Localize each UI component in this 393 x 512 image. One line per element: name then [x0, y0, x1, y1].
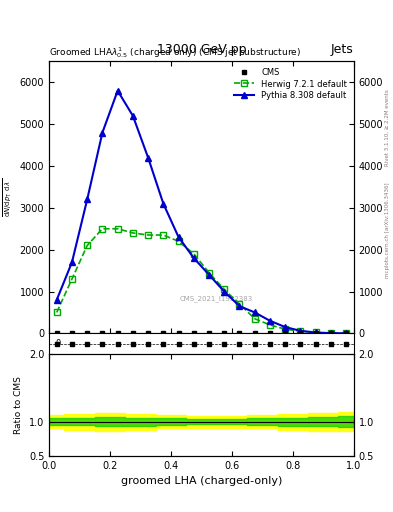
Pythia 8.308 default [176, 234, 181, 240]
Pythia 8.308 default [344, 330, 349, 336]
Herwig 7.2.1 default [313, 329, 318, 335]
Herwig 7.2.1 default [268, 322, 272, 328]
CMS [283, 330, 288, 336]
CMS [161, 330, 166, 336]
Pythia 8.308 default [298, 328, 303, 334]
Herwig 7.2.1 default [207, 270, 211, 276]
Herwig 7.2.1 default [252, 315, 257, 322]
Pythia 8.308 default [252, 309, 257, 315]
CMS [268, 330, 272, 336]
Herwig 7.2.1 default [298, 328, 303, 334]
CMS [252, 330, 257, 336]
Pythia 8.308 default [329, 330, 333, 336]
Herwig 7.2.1 default [176, 238, 181, 244]
Pythia 8.308 default [54, 297, 59, 303]
Herwig 7.2.1 default [115, 226, 120, 232]
Herwig 7.2.1 default [191, 251, 196, 257]
Pythia 8.308 default [146, 155, 151, 161]
Herwig 7.2.1 default [130, 230, 135, 236]
Text: Rivet 3.1.10, ≥ 2.2M events: Rivet 3.1.10, ≥ 2.2M events [385, 90, 390, 166]
Y-axis label: Ratio to CMS: Ratio to CMS [14, 376, 23, 434]
Legend: CMS, Herwig 7.2.1 default, Pythia 8.308 default: CMS, Herwig 7.2.1 default, Pythia 8.308 … [231, 66, 349, 102]
Line: CMS: CMS [55, 331, 348, 335]
Text: CMS_2021_I1932383: CMS_2021_I1932383 [180, 296, 253, 303]
Text: 0: 0 [55, 339, 61, 348]
Pythia 8.308 default [283, 324, 288, 330]
Herwig 7.2.1 default [344, 330, 349, 336]
Pythia 8.308 default [268, 318, 272, 324]
Pythia 8.308 default [115, 88, 120, 94]
Text: Jets: Jets [331, 43, 354, 56]
CMS [191, 330, 196, 336]
CMS [237, 330, 242, 336]
Herwig 7.2.1 default [54, 309, 59, 315]
Text: mcplots.cern.ch [arXiv:1306.3436]: mcplots.cern.ch [arXiv:1306.3436] [385, 183, 390, 278]
Herwig 7.2.1 default [222, 286, 227, 292]
CMS [115, 330, 120, 336]
CMS [298, 330, 303, 336]
Herwig 7.2.1 default [329, 330, 333, 336]
X-axis label: groomed LHA (charged-only): groomed LHA (charged-only) [121, 476, 282, 486]
CMS [100, 330, 105, 336]
CMS [130, 330, 135, 336]
CMS [85, 330, 90, 336]
Text: Groomed LHA$\lambda^{1}_{0.5}$ (charged only) (CMS jet substructure): Groomed LHA$\lambda^{1}_{0.5}$ (charged … [49, 46, 301, 60]
CMS [313, 330, 318, 336]
Pythia 8.308 default [313, 329, 318, 335]
Herwig 7.2.1 default [161, 232, 166, 238]
Pythia 8.308 default [85, 197, 90, 203]
Pythia 8.308 default [100, 130, 105, 136]
CMS [207, 330, 211, 336]
Herwig 7.2.1 default [85, 242, 90, 248]
Line: Pythia 8.308 default: Pythia 8.308 default [53, 87, 349, 337]
CMS [329, 330, 333, 336]
CMS [176, 330, 181, 336]
Y-axis label: $\frac{1}{\mathrm{d}N/\mathrm{d}p_\mathrm{T}}\frac{\mathrm{d}^2 N}{\mathrm{d}\la: $\frac{1}{\mathrm{d}N/\mathrm{d}p_\mathr… [0, 178, 14, 217]
CMS [146, 330, 151, 336]
Pythia 8.308 default [222, 288, 227, 294]
CMS [54, 330, 59, 336]
Pythia 8.308 default [207, 272, 211, 278]
Pythia 8.308 default [130, 113, 135, 119]
CMS [70, 330, 74, 336]
Text: 13000 GeV pp: 13000 GeV pp [157, 43, 246, 56]
CMS [344, 330, 349, 336]
Herwig 7.2.1 default [283, 326, 288, 332]
Line: Herwig 7.2.1 default: Herwig 7.2.1 default [53, 225, 349, 337]
Herwig 7.2.1 default [237, 301, 242, 307]
Pythia 8.308 default [70, 259, 74, 265]
Herwig 7.2.1 default [70, 276, 74, 282]
Pythia 8.308 default [191, 255, 196, 261]
Herwig 7.2.1 default [100, 226, 105, 232]
CMS [222, 330, 227, 336]
Herwig 7.2.1 default [146, 232, 151, 238]
Pythia 8.308 default [161, 201, 166, 207]
Pythia 8.308 default [237, 303, 242, 309]
